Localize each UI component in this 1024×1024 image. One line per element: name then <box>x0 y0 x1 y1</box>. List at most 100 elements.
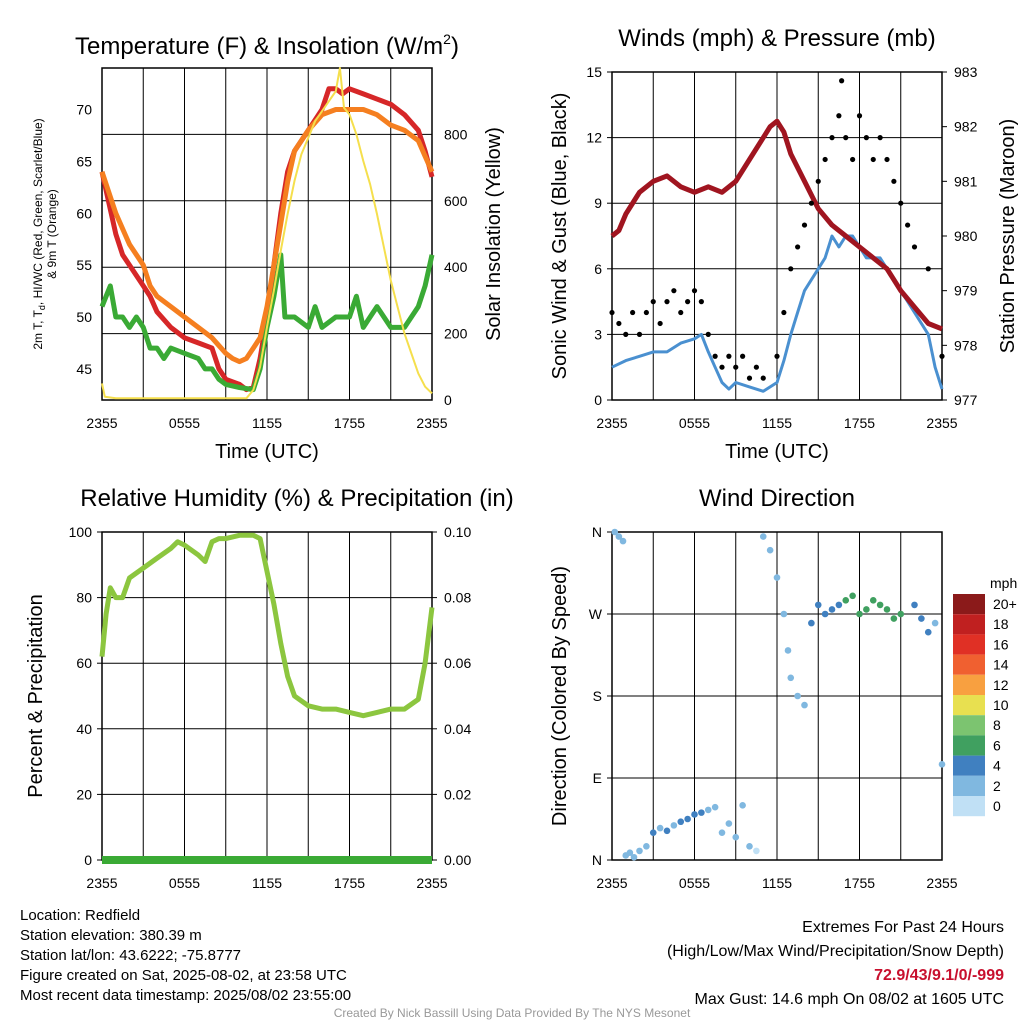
y-right-tick-label: 400 <box>444 259 468 275</box>
y-tick-label: N <box>592 524 602 540</box>
x-tick-label: 1155 <box>252 415 282 431</box>
direction-point <box>794 692 801 700</box>
gust-point <box>643 309 649 316</box>
series-solar <box>101 67 433 400</box>
direction-point <box>663 827 671 835</box>
x-tick-label: 2355 <box>596 875 627 891</box>
y-tick-label: 12 <box>586 130 602 146</box>
direction-point <box>938 761 946 768</box>
series-pressure <box>610 118 943 332</box>
direction-point <box>711 803 719 811</box>
gust-point <box>891 178 897 184</box>
direction-point <box>611 528 619 536</box>
gust-point <box>884 156 890 163</box>
direction-point <box>725 820 733 827</box>
legend-label: 16 <box>993 636 1009 652</box>
y-right-tick-label: 600 <box>444 193 468 209</box>
legend-swatch <box>953 654 985 675</box>
legend-label: 2 <box>993 778 1001 794</box>
legend-swatch <box>953 695 985 716</box>
gust-point <box>685 299 691 305</box>
gust-point <box>836 113 842 119</box>
speed-legend: mph 20+ 18 16 14 12 10 8 6 4 2 0 <box>953 575 1017 817</box>
gust-point <box>726 353 732 359</box>
direction-point <box>856 610 863 618</box>
direction-point <box>698 809 705 816</box>
gust-point <box>856 113 863 119</box>
gust-point <box>808 200 814 206</box>
legend-label: 10 <box>993 697 1009 713</box>
direction-point <box>814 601 822 609</box>
gust-point <box>795 244 801 250</box>
y-axis-label-right: Station Pressure (Maroon) <box>997 119 1019 354</box>
legend-label: 14 <box>993 657 1009 673</box>
y-tick-label: W <box>589 606 603 622</box>
y-axis-label: 2m T, Td, HI/WC (Red, Green, Scarlet/Blu… <box>31 118 47 349</box>
y-right-tick-label: 982 <box>954 119 978 135</box>
gust-point <box>839 78 845 84</box>
gust-point <box>753 364 759 370</box>
gust-point <box>925 266 931 272</box>
direction-point <box>630 853 638 861</box>
y-tick-label: 50 <box>76 309 92 325</box>
y-axis-label: Direction (Colored By Speed) <box>549 566 571 826</box>
max-gust: Max Gust: 14.6 mph On 08/02 at 1605 UTC <box>694 991 1005 1008</box>
direction-point <box>656 824 664 832</box>
x-tick-label: 0555 <box>169 415 200 431</box>
direction-point <box>918 615 925 622</box>
gust-point <box>719 364 725 370</box>
title-main: Temperature (F) & Insolation (W/m <box>75 33 443 60</box>
gust-point <box>733 364 739 370</box>
legend-title: mph <box>990 575 1017 591</box>
x-tick-label: 2355 <box>86 875 117 891</box>
direction-point <box>759 533 767 540</box>
x-tick-label: 2355 <box>926 415 957 431</box>
y-right-tick-label: 0.06 <box>444 655 471 671</box>
direction-point <box>828 606 836 613</box>
legend-swatch <box>953 715 985 736</box>
gust-point <box>774 353 780 359</box>
y-tick-label: 70 <box>76 102 92 118</box>
x-axis-label: Time (UTC) <box>215 441 319 463</box>
x-tick-label: 2355 <box>416 875 447 891</box>
gust-point <box>788 266 794 272</box>
legend-label: 6 <box>993 737 1001 753</box>
y-tick-label: 55 <box>76 257 92 273</box>
direction-point <box>626 849 634 857</box>
direction-point <box>849 592 856 600</box>
gust-point <box>939 353 945 359</box>
gust-point <box>870 156 876 163</box>
gust-point <box>822 156 828 163</box>
gust-point <box>746 375 753 381</box>
direction-point <box>876 601 884 609</box>
direction-point <box>643 843 650 850</box>
y-tick-label: 0 <box>594 392 602 408</box>
direction-point <box>924 628 932 636</box>
plot-frame <box>101 67 433 401</box>
y-right-tick-label: 0.02 <box>444 786 471 802</box>
gust-point <box>760 375 766 381</box>
legend-label: 0 <box>993 798 1001 814</box>
gust-point <box>905 222 911 228</box>
direction-point <box>670 822 678 829</box>
chart-title: Wind Direction <box>699 485 855 512</box>
direction-point <box>636 847 643 855</box>
gust-point <box>691 288 698 294</box>
info-latlon: Station lat/lon: 43.6222; -75.8777 <box>20 947 242 964</box>
y-right-tick-label: 981 <box>954 173 978 189</box>
gust-point <box>630 309 636 316</box>
info-timestamp: Most recent data timestamp: 2025/08/02 2… <box>20 987 352 1004</box>
legend-swatch <box>953 735 985 756</box>
x-tick-label: 1755 <box>334 875 365 891</box>
direction-point <box>931 619 939 627</box>
x-tick-label: 0555 <box>679 415 710 431</box>
direction-point <box>835 601 843 609</box>
y-right-tick-label: 0.08 <box>444 590 471 606</box>
gust-point <box>671 288 677 294</box>
direction-point <box>842 597 850 604</box>
y-tick-label: 60 <box>76 205 92 221</box>
y-tick-label: E <box>593 770 602 786</box>
legend-label: 20+ <box>993 596 1017 612</box>
chart-title: Temperature (F) & Insolation (W/m2) <box>75 31 459 60</box>
y-tick-label: 60 <box>76 655 92 671</box>
